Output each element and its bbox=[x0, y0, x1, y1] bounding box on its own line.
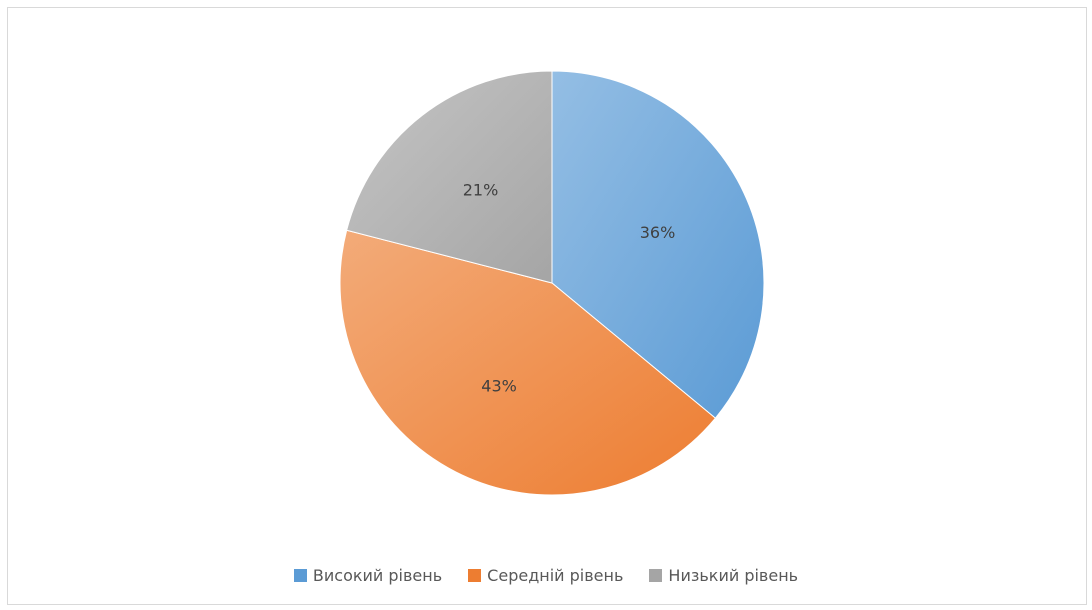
legend-label-medium: Середній рівень bbox=[487, 565, 624, 585]
legend: Високий рівень Середній рівень Низький р… bbox=[0, 560, 1092, 590]
legend-swatch-low bbox=[649, 568, 663, 582]
legend-item-medium[interactable]: Середній рівень bbox=[468, 566, 623, 585]
pie-slice-high[interactable] bbox=[551, 70, 765, 419]
data-label-high: 36% bbox=[640, 223, 676, 242]
legend-swatch-medium bbox=[468, 568, 482, 582]
pie-slice-low[interactable] bbox=[346, 70, 553, 284]
pie-slices bbox=[339, 70, 765, 496]
legend-item-low[interactable]: Низький рівень bbox=[649, 566, 798, 585]
data-label-medium: 43% bbox=[481, 376, 517, 395]
legend-swatch-high bbox=[293, 568, 307, 582]
legend-label-high: Високий рівень bbox=[312, 565, 443, 585]
pie-labels: 36% 43% 21% bbox=[463, 180, 676, 395]
legend-label-low: Низький рівень bbox=[668, 565, 799, 585]
pie-slice-medium[interactable] bbox=[339, 229, 717, 496]
legend-item-high[interactable]: Високий рівень bbox=[293, 565, 443, 585]
data-label-low: 21% bbox=[463, 180, 499, 199]
